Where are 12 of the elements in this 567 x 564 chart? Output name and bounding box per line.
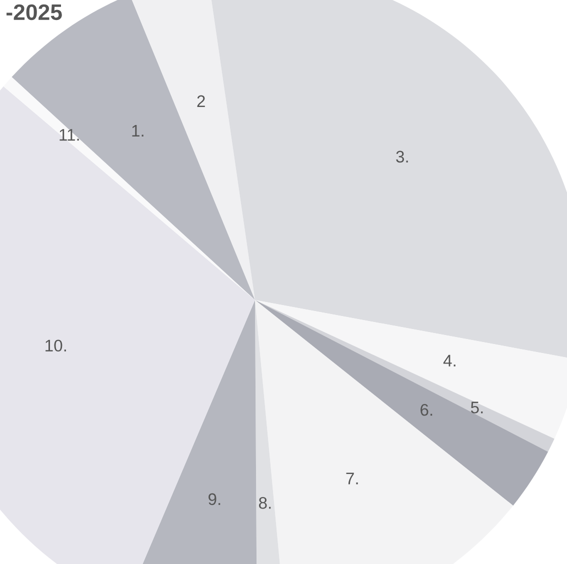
slice-label: 1. <box>132 125 144 137</box>
chart-title: -2025 <box>6 4 62 20</box>
slice-label: 3. <box>396 150 408 163</box>
slice-label: 7. <box>346 472 358 484</box>
slice-label: 8. <box>258 497 271 509</box>
slice-label: 5. <box>470 402 483 414</box>
slice-label: 11. <box>60 129 79 141</box>
slice-label: 9. <box>208 493 220 506</box>
slice-label: 6. <box>420 404 432 416</box>
slice-label: 10. <box>46 340 66 352</box>
slice-label: 2 <box>197 95 205 107</box>
slice-label: 4. <box>443 354 456 366</box>
